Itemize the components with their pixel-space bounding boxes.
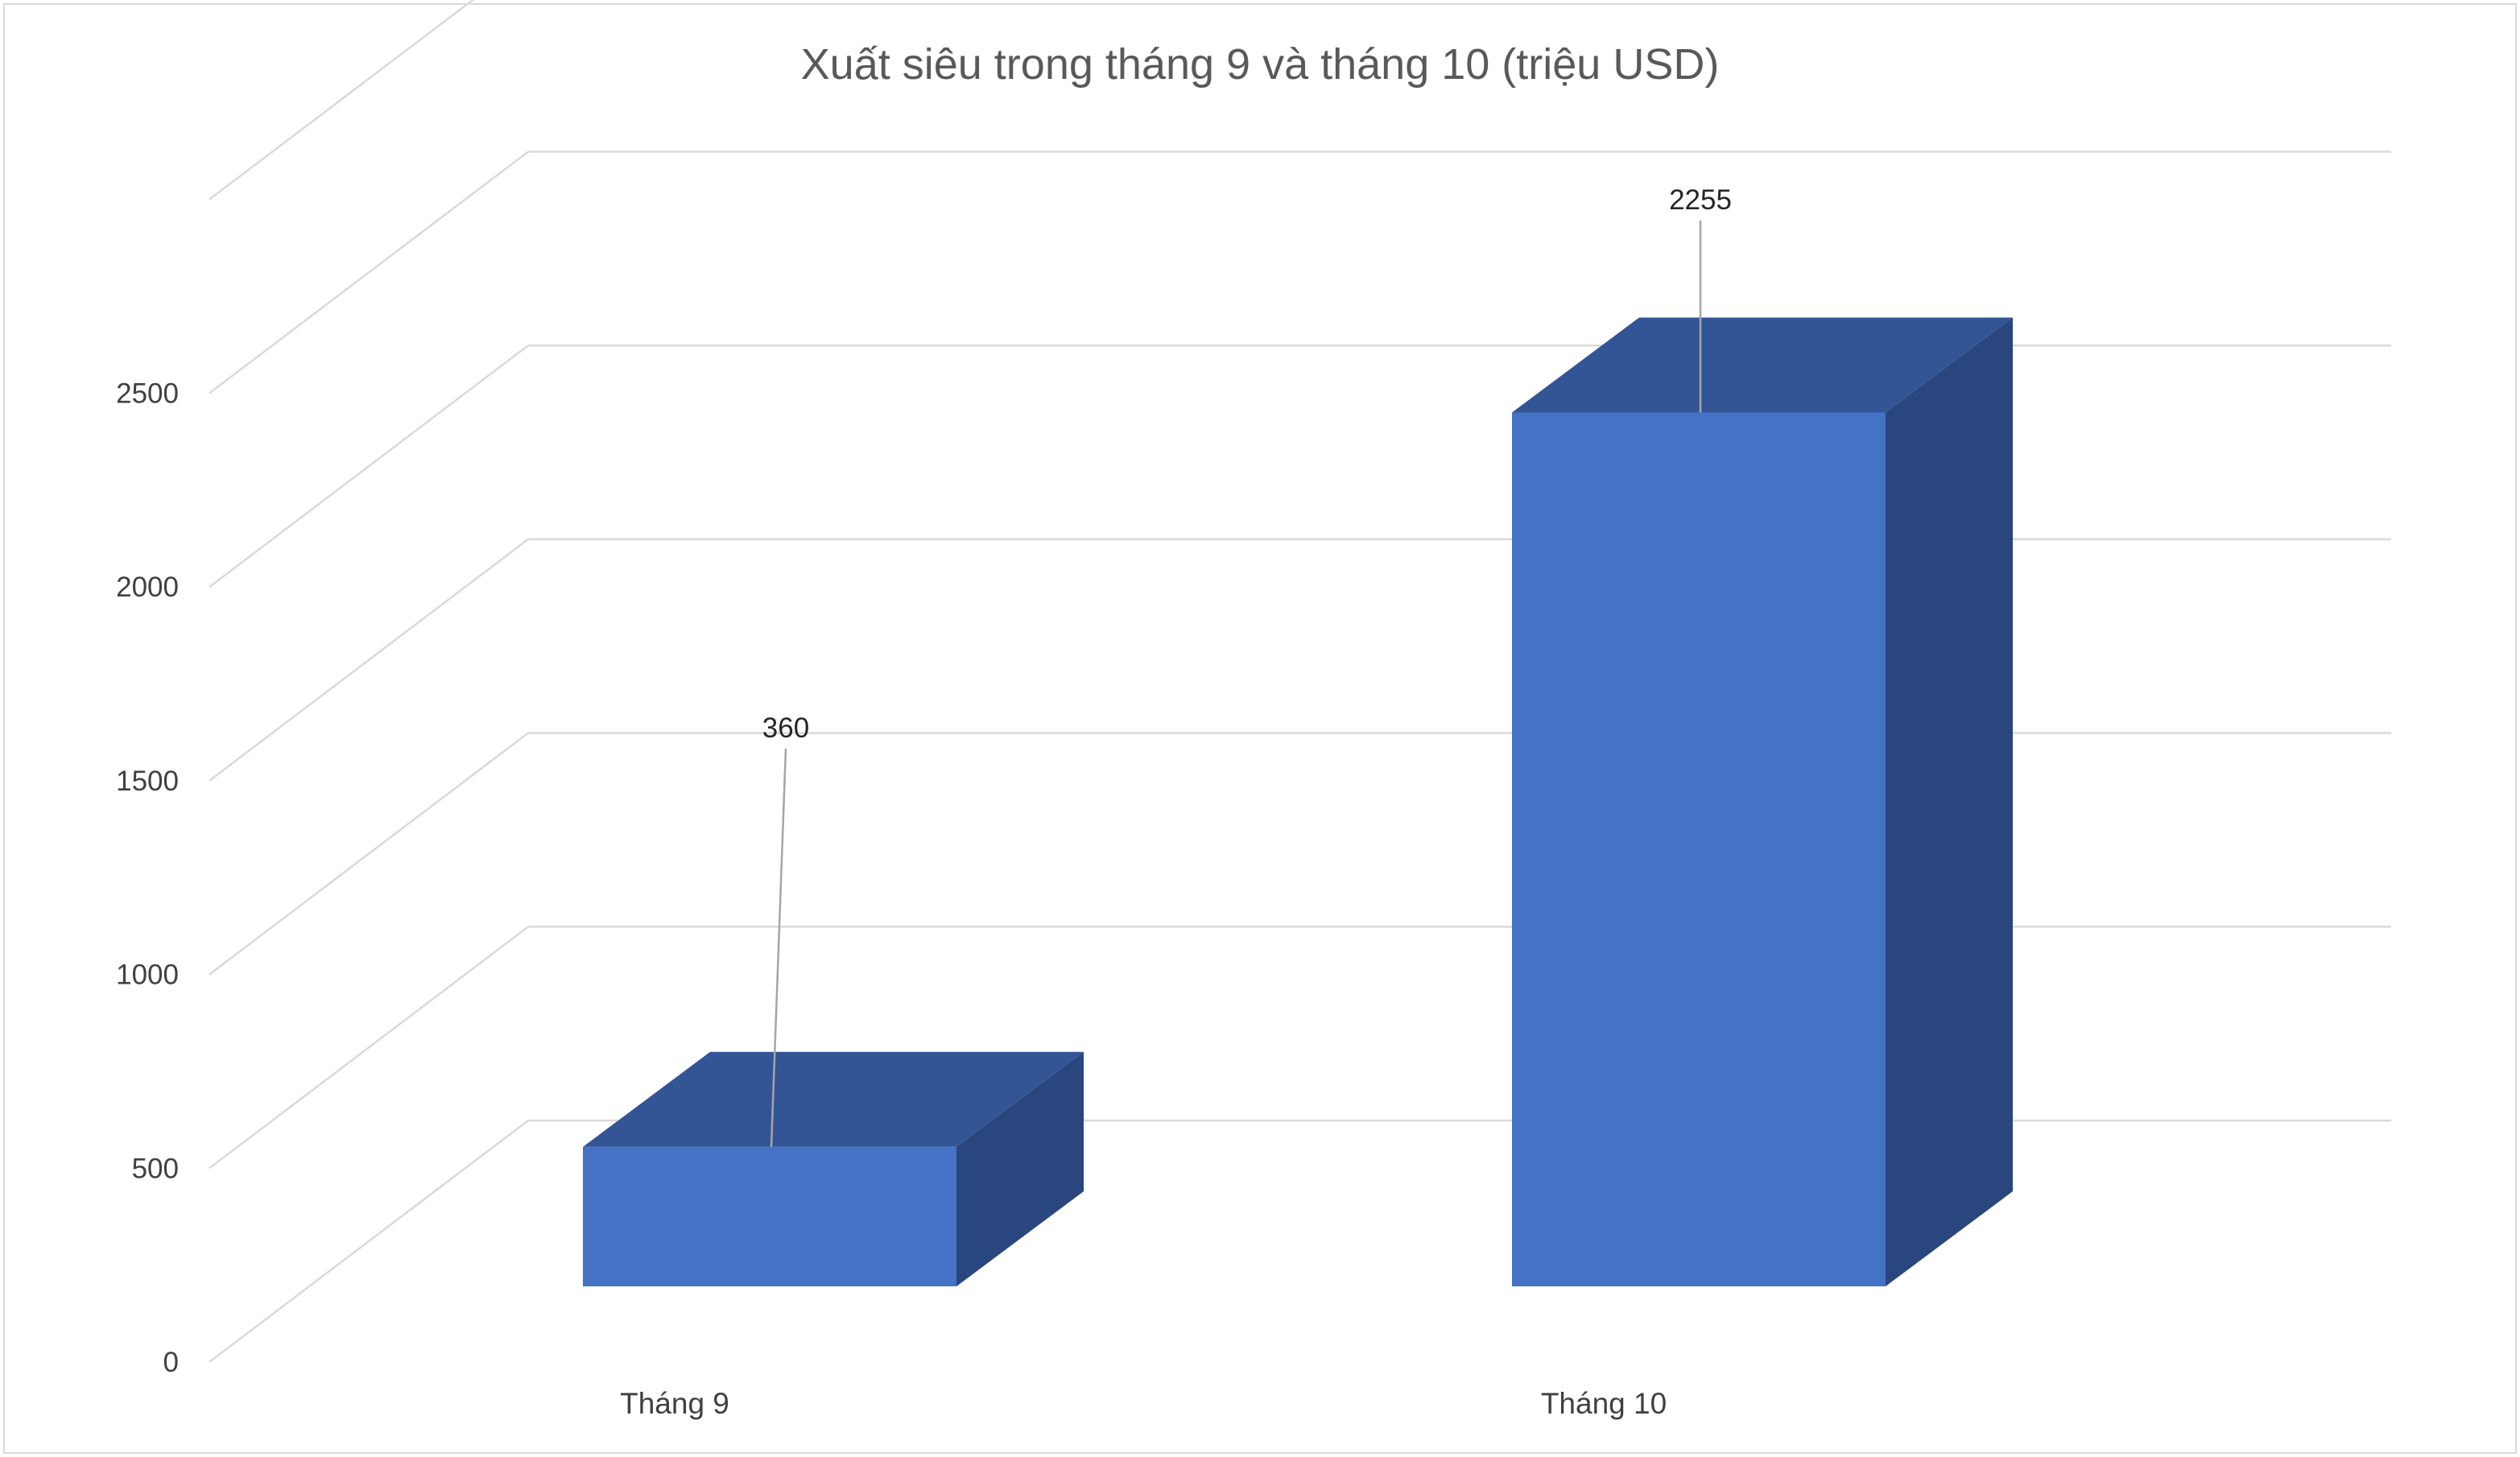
y-tick-label: 1500 <box>116 766 179 797</box>
chart-title: Xuất siêu trong tháng 9 và tháng 10 (tri… <box>801 40 1720 89</box>
gridline-diagonal <box>209 732 529 976</box>
bar-side-face <box>1886 317 2013 1286</box>
gridline-diagonal <box>209 151 529 394</box>
bar <box>583 1146 956 1286</box>
bar-top-face <box>583 1051 1084 1147</box>
chart-frame <box>3 3 2517 1454</box>
gridline-diagonal <box>209 926 529 1170</box>
y-tick-label: 2000 <box>116 572 179 603</box>
data-labels: 360 2255 <box>762 184 1732 1147</box>
leader-line <box>770 748 787 1147</box>
data-label: 360 <box>762 712 809 744</box>
bar-top-face <box>1512 317 2013 413</box>
y-tick-label: 0 <box>163 1347 179 1378</box>
category-label: Tháng 9 <box>620 1387 729 1420</box>
y-tick-label: 2500 <box>116 378 179 410</box>
y-axis-ticks: 0 500 1000 1500 2000 2500 <box>116 378 179 1379</box>
data-label: 2255 <box>1669 184 1732 216</box>
bar <box>1512 412 1886 1286</box>
gridline-diagonal <box>209 538 529 782</box>
bar-side-face <box>956 1051 1084 1286</box>
gridlines <box>209 0 2391 1363</box>
gridline-diagonal <box>209 1120 529 1363</box>
y-tick-label: 500 <box>132 1153 179 1184</box>
x-axis-categories: Tháng 9 Tháng 10 <box>620 1387 1667 1420</box>
gridline-diagonal <box>209 0 475 200</box>
gridline-diagonal <box>209 345 529 588</box>
bars <box>583 317 2013 1286</box>
y-tick-label: 1000 <box>116 960 179 991</box>
category-label: Tháng 10 <box>1541 1387 1667 1420</box>
